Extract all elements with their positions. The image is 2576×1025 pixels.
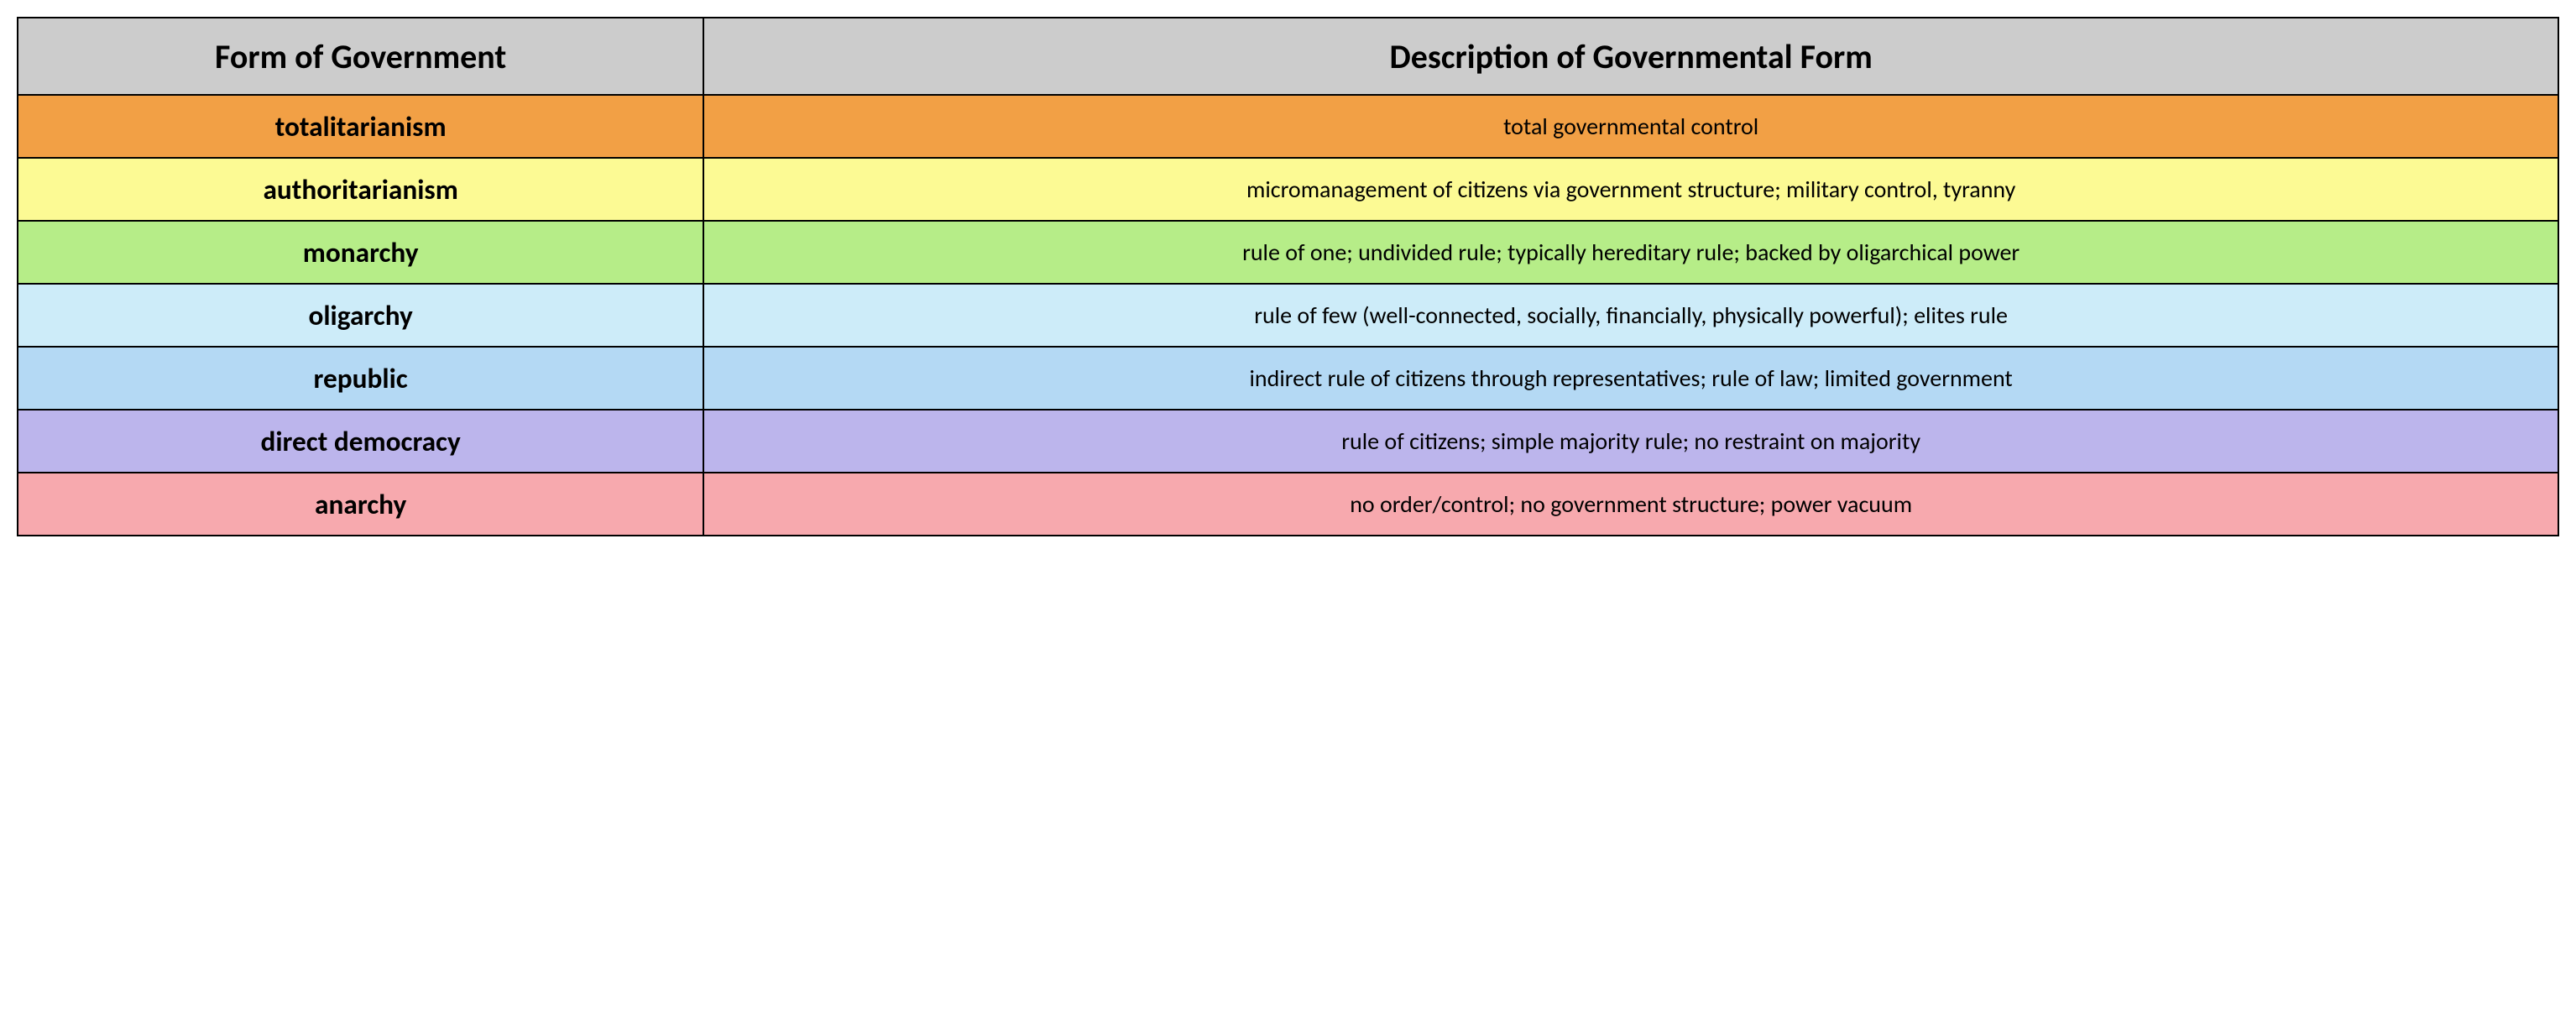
description-cell: rule of citizens; simple majority rule; … [703,410,2558,473]
table-row: oligarchyrule of few (well-connected, so… [18,284,2558,347]
table-row: monarchyrule of one; undivided rule; typ… [18,221,2558,284]
table-row: direct democracyrule of citizens; simple… [18,410,2558,473]
header-form: Form of Government [18,18,703,95]
table-row: republicindirect rule of citizens throug… [18,347,2558,410]
table-row: authoritarianismmicromanagement of citiz… [18,158,2558,221]
form-name-cell: monarchy [18,221,703,284]
form-name-cell: authoritarianism [18,158,703,221]
header-row: Form of Government Description of Govern… [18,18,2558,95]
form-name-cell: direct democracy [18,410,703,473]
description-cell: no order/control; no government structur… [703,473,2558,536]
table-body: totalitarianismtotal governmental contro… [18,95,2558,536]
header-desc: Description of Governmental Form [703,18,2558,95]
table-row: totalitarianismtotal governmental contro… [18,95,2558,158]
table-row: anarchyno order/control; no government s… [18,473,2558,536]
description-cell: rule of few (well-connected, socially, f… [703,284,2558,347]
description-cell: total governmental control [703,95,2558,158]
form-name-cell: totalitarianism [18,95,703,158]
description-cell: micromanagement of citizens via governme… [703,158,2558,221]
description-cell: rule of one; undivided rule; typically h… [703,221,2558,284]
form-name-cell: republic [18,347,703,410]
government-forms-table: Form of Government Description of Govern… [17,17,2559,536]
form-name-cell: oligarchy [18,284,703,347]
form-name-cell: anarchy [18,473,703,536]
description-cell: indirect rule of citizens through repres… [703,347,2558,410]
